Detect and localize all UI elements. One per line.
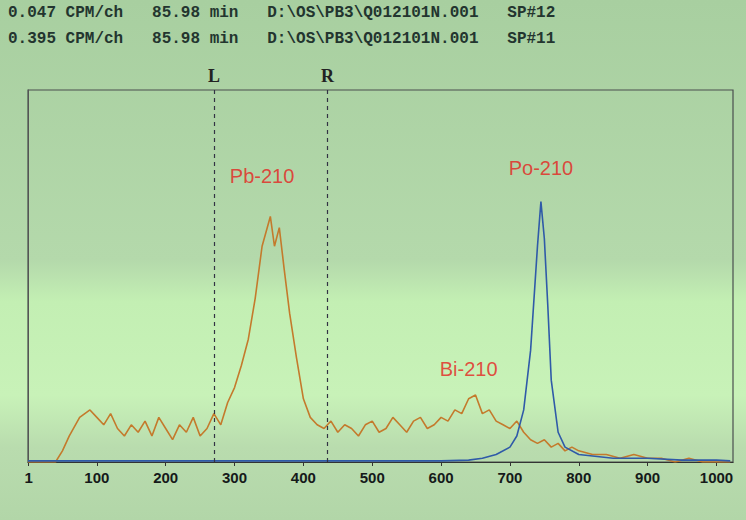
svg-text:300: 300 — [222, 469, 247, 486]
svg-text:700: 700 — [497, 469, 522, 486]
svg-text:R: R — [321, 66, 335, 86]
html-text:0.395 CPM/ch 85.98 min D:\OS\P: 0.395 CPM/ch 85.98 min D:\OS\PB3\Q012101… — [8, 30, 556, 48]
html-text:0.047 CPM/ch 85.98 min D:\OS\P: 0.047 CPM/ch 85.98 min D:\OS\PB3\Q012101… — [8, 4, 556, 22]
svg-text:100: 100 — [84, 469, 109, 486]
svg-text:Pb-210: Pb-210 — [230, 165, 295, 187]
svg-text:200: 200 — [153, 469, 178, 486]
svg-text:900: 900 — [635, 469, 660, 486]
svg-text:400: 400 — [291, 469, 316, 486]
svg-text:600: 600 — [429, 469, 454, 486]
svg-text:1000: 1000 — [700, 469, 733, 486]
svg-text:800: 800 — [566, 469, 591, 486]
svg-text:1: 1 — [25, 469, 33, 486]
svg-text:500: 500 — [360, 469, 385, 486]
svg-text:L: L — [208, 66, 220, 86]
svg-text:Bi-210: Bi-210 — [440, 358, 498, 380]
svg-text:Po-210: Po-210 — [509, 157, 574, 179]
